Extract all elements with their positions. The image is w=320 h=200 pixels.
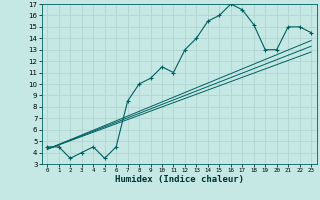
X-axis label: Humidex (Indice chaleur): Humidex (Indice chaleur) — [115, 175, 244, 184]
